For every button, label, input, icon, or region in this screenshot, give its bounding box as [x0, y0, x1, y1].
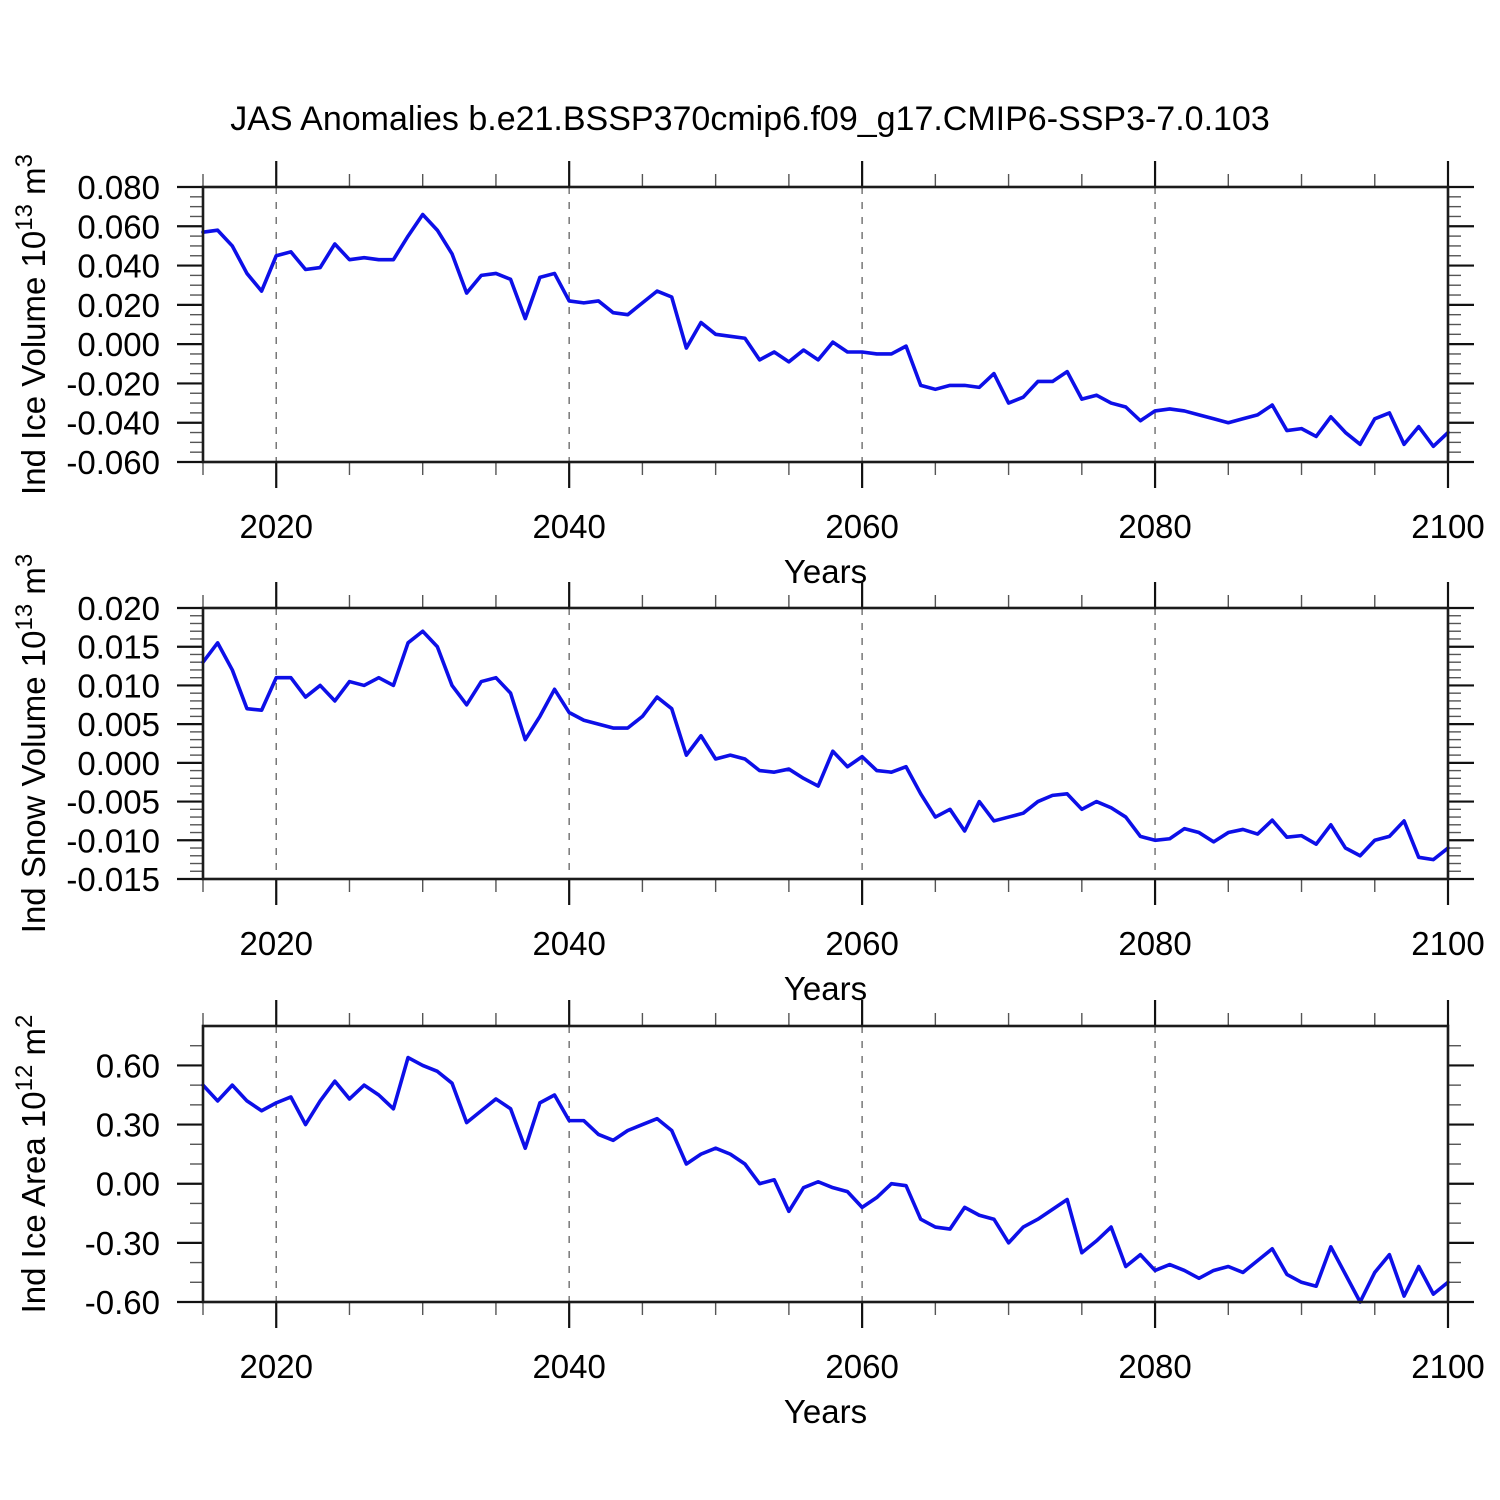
y-tick-label: 0.060 — [77, 208, 160, 245]
x-tick-label: 2080 — [1118, 1348, 1191, 1385]
x-axis-title: Years — [784, 1393, 867, 1430]
x-tick-label: 2040 — [532, 508, 605, 545]
data-series-line — [201, 212, 1450, 449]
y-tick-label: -0.005 — [66, 784, 160, 821]
y-tick-label: -0.010 — [66, 822, 160, 859]
x-tick-label: 2060 — [825, 925, 898, 962]
y-tick-label: -0.30 — [85, 1225, 160, 1262]
y-axis-title: Ind Ice Area 1012 m2 — [11, 1015, 52, 1314]
x-tick-label: 2020 — [240, 925, 313, 962]
x-tick-label: 2080 — [1118, 925, 1191, 962]
y-tick-label: 0.080 — [77, 169, 160, 206]
x-tick-label: 2020 — [240, 1348, 313, 1385]
y-tick-label: 0.30 — [96, 1107, 160, 1144]
x-axis-title: Years — [784, 553, 867, 590]
plot-frame — [201, 185, 1450, 464]
y-tick-label: 0.00 — [96, 1166, 160, 1203]
x-tick-label: 2040 — [532, 1348, 605, 1385]
x-tick-label: 2080 — [1118, 508, 1191, 545]
x-tick-label: 2060 — [825, 1348, 898, 1385]
y-tick-label: -0.040 — [66, 405, 160, 442]
y-tick-label: 0.000 — [77, 745, 160, 782]
y-tick-label: 0.000 — [77, 326, 160, 363]
plot-frame — [201, 606, 1450, 881]
y-tick-label: -0.060 — [66, 444, 160, 481]
y-tick-label: -0.020 — [66, 365, 160, 402]
x-tick-label: 2100 — [1411, 925, 1484, 962]
y-tick-label: 0.020 — [77, 590, 160, 627]
figure-title: JAS Anomalies b.e21.BSSP370cmip6.f09_g17… — [230, 100, 1270, 138]
y-tick-label: -0.60 — [85, 1284, 160, 1321]
x-tick-label: 2100 — [1411, 508, 1484, 545]
data-series-line — [201, 629, 1450, 862]
y-tick-label: 0.015 — [77, 629, 160, 666]
y-tick-label: 0.010 — [77, 667, 160, 704]
data-series-line — [201, 1055, 1450, 1304]
x-tick-label: 2040 — [532, 925, 605, 962]
y-tick-label: 0.005 — [77, 706, 160, 743]
y-tick-label: 0.020 — [77, 287, 160, 324]
x-tick-label: 2100 — [1411, 1348, 1484, 1385]
x-tick-label: 2020 — [240, 508, 313, 545]
y-tick-label: 0.60 — [96, 1047, 160, 1084]
y-axis-title: Ind Ice Volume 1013 m3 — [11, 154, 52, 495]
x-tick-label: 2060 — [825, 508, 898, 545]
plot-frame — [201, 1024, 1450, 1304]
y-tick-label: -0.015 — [66, 861, 160, 898]
x-axis-title: Years — [784, 970, 867, 1007]
y-tick-label: 0.040 — [77, 248, 160, 285]
y-axis-title: Ind Snow Volume 1013 m3 — [11, 554, 52, 933]
